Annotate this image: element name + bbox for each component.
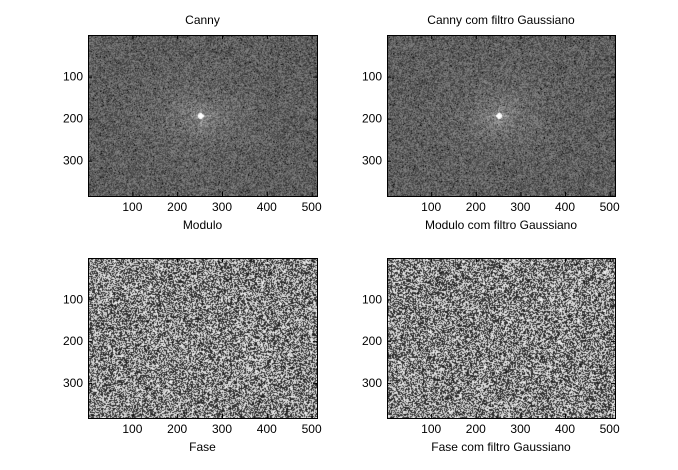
subplot-2: 100 200 300 400 500 100 200 300 Canny com filtro… [362, 13, 620, 232]
y-tick-label: 200 [362, 334, 382, 348]
x-tick-label: 200 [466, 200, 486, 214]
axes-frame [387, 258, 616, 419]
x-tick-label: 300 [212, 200, 232, 214]
heatmap-image [88, 35, 317, 196]
x-tick-label: 100 [122, 422, 142, 436]
x-tick-label: 300 [510, 200, 530, 214]
y-tick-label: 100 [63, 292, 83, 306]
x-tick-label: 500 [600, 200, 620, 214]
heatmap-image [387, 35, 615, 196]
x-tick-label: 200 [167, 422, 187, 436]
x-tick-label: 200 [167, 200, 187, 214]
heatmap-image [88, 258, 317, 418]
y-tick-label: 300 [63, 376, 83, 390]
axes-frame [88, 35, 318, 197]
x-tick-label: 400 [555, 422, 575, 436]
x-axis-label: Modulo com filtro Gaussiano [425, 218, 577, 232]
heatmap-image [387, 258, 615, 418]
axes-frame [88, 258, 318, 419]
x-tick-label: 400 [257, 200, 277, 214]
axes-frame [387, 35, 616, 197]
subplot-grid: 100 200 300 400 500 100 200 300 Canny Modulo 100 20… [63, 13, 620, 454]
y-tick-label: 200 [63, 112, 83, 126]
y-tick-label: 300 [362, 376, 382, 390]
x-tick-label: 100 [421, 200, 441, 214]
subplot-3: 100 200 300 400 500 100 200 300 Fase [63, 258, 322, 454]
subplot-1: 100 200 300 400 500 100 200 300 Canny Modulo [63, 13, 322, 232]
x-tick-label: 500 [600, 422, 620, 436]
x-tick-label: 100 [122, 200, 142, 214]
chart-title: Canny [185, 13, 220, 27]
y-tick-label: 100 [362, 70, 382, 84]
x-tick-label: 100 [421, 422, 441, 436]
y-tick-label: 200 [63, 334, 83, 348]
x-tick-label: 400 [257, 422, 277, 436]
subplot-4: 100 200 300 400 500 100 200 300 Fase com filtro … [362, 258, 620, 454]
y-tick-label: 300 [362, 154, 382, 168]
x-axis-label: Fase com filtro Gaussiano [431, 440, 571, 454]
y-tick-label: 100 [63, 70, 83, 84]
x-axis-label: Modulo [183, 218, 223, 232]
y-tick-label: 300 [63, 154, 83, 168]
x-tick-label: 400 [555, 200, 575, 214]
chart-title: Canny com filtro Gaussiano [427, 13, 575, 27]
x-tick-label: 200 [466, 422, 486, 436]
x-tick-label: 500 [302, 200, 322, 214]
x-tick-label: 300 [212, 422, 232, 436]
y-tick-label: 100 [362, 292, 382, 306]
x-tick-label: 500 [302, 422, 322, 436]
x-tick-label: 300 [510, 422, 530, 436]
x-axis-label: Fase [189, 440, 216, 454]
y-tick-label: 200 [362, 112, 382, 126]
